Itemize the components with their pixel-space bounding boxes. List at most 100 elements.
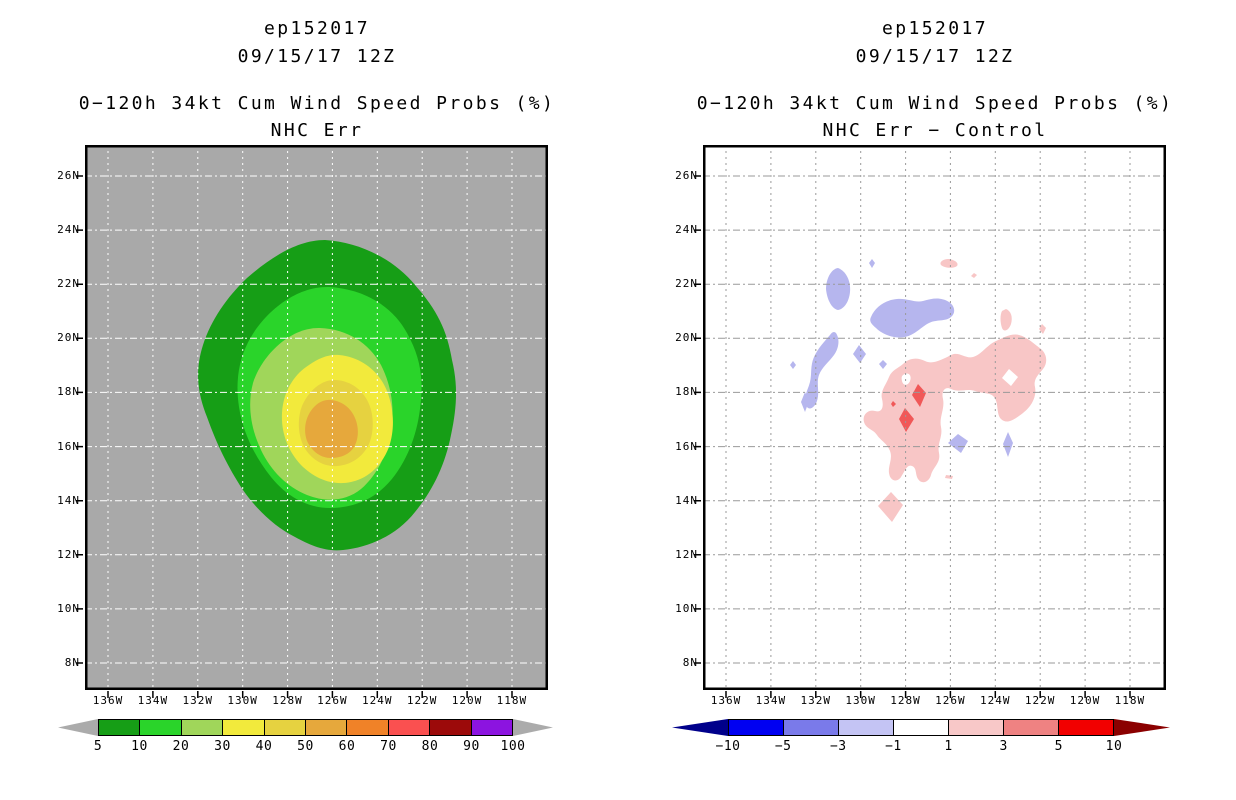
right-positive-blobs — [863, 259, 1047, 522]
lat-tick-label: 8N — [682, 655, 698, 669]
pos-diamond-south — [878, 492, 903, 522]
left-title: 0−120h 34kt Cum Wind Speed Probs (%) — [78, 93, 556, 114]
right-negative-blobs — [790, 259, 1013, 457]
colorbar-segment — [264, 720, 307, 735]
left-axis-ticks-x — [107, 691, 513, 698]
left-colorbar — [98, 719, 513, 736]
colorbar-label: 50 — [297, 739, 314, 754]
colorbar-segment — [388, 720, 431, 735]
lon-tick-label: 122W — [406, 694, 438, 707]
lat-tick-label: 14N — [57, 493, 80, 507]
lat-tick-label: 14N — [675, 493, 698, 507]
lon-tick-label: 128W — [890, 694, 921, 707]
colorbar-label: 30 — [214, 739, 231, 754]
lon-tick-label: 118W — [1114, 694, 1146, 707]
right-colorbar-labels: −10 −5 −3 −1 1 3 5 10 — [710, 739, 1132, 754]
lon-tick-label: 126W — [317, 694, 348, 707]
colorbar-label: 60 — [338, 739, 356, 754]
right-lat-axis-labels: 26N 24N 22N 20N 18N 16N 14N 12N 10N 8N — [658, 167, 698, 672]
lon-tick-label: 122W — [1024, 694, 1056, 707]
colorbar-label: 70 — [380, 739, 397, 754]
colorbar-label: 20 — [172, 739, 190, 754]
colorbar-segment — [894, 720, 949, 735]
pos-hole-west — [901, 373, 911, 385]
right-gridlines — [703, 145, 1166, 690]
right-valid-time: 09/15/17 12Z — [855, 46, 1015, 67]
pos-lens-top — [940, 259, 958, 268]
pos-speck-top — [971, 273, 977, 278]
lon-tick-label: 124W — [980, 694, 1011, 707]
lat-tick-label: 26N — [675, 169, 698, 182]
left-gridlines — [85, 145, 548, 690]
colorbar-label: 5 — [1054, 739, 1063, 754]
colorbar-label: 100 — [500, 739, 526, 754]
neg-blob-band-north-south — [805, 331, 839, 409]
lon-tick-label: 126W — [935, 694, 966, 707]
right-plot-border — [703, 145, 1166, 690]
pos-blob-ne — [1000, 309, 1012, 331]
lon-tick-label: 124W — [362, 694, 393, 707]
left-colorbar-arrow-right — [513, 719, 553, 736]
colorbar-segment — [306, 720, 348, 735]
colorbar-label: −3 — [829, 739, 847, 754]
lon-tick-label: 118W — [496, 694, 528, 707]
lat-tick-label: 10N — [57, 601, 80, 615]
pos-speck-ne — [1039, 324, 1046, 334]
colorbar-segment — [839, 720, 894, 735]
left-subtitle: NHC Err — [270, 120, 364, 141]
left-valid-time: 09/15/17 12Z — [237, 46, 397, 67]
lat-tick-label: 20N — [675, 331, 698, 345]
right-storm-id: ep152017 — [882, 18, 988, 39]
right-axis-ticks-y — [694, 175, 701, 664]
pos-core-speck — [891, 401, 896, 407]
lon-tick-label: 130W — [845, 694, 876, 707]
colorbar-segment — [430, 720, 472, 735]
lon-tick-label: 132W — [800, 694, 831, 707]
lon-tick-label: 132W — [182, 694, 213, 707]
colorbar-segment — [99, 720, 141, 735]
colorbar-segment — [1059, 720, 1113, 735]
colorbar-label: 40 — [255, 739, 273, 754]
lat-tick-label: 22N — [57, 277, 80, 291]
colorbar-label: −5 — [774, 739, 792, 754]
right-colorbar-arrow-left — [672, 719, 728, 736]
neg-diamond-south-2 — [1003, 432, 1013, 457]
lat-tick-label: 12N — [57, 547, 80, 561]
right-subtitle: NHC Err − Control — [822, 120, 1048, 141]
colorbar-segment — [729, 720, 784, 735]
colorbar-label: 5 — [93, 739, 103, 754]
colorbar-label: −1 — [885, 739, 902, 754]
pos-core-diamond-2 — [899, 408, 914, 432]
colorbar-segment — [181, 720, 224, 735]
lon-tick-label: 128W — [272, 694, 303, 707]
left-colorbar-arrow-left — [58, 719, 98, 736]
colorbar-segment — [140, 720, 182, 735]
neg-blob-almond — [826, 268, 851, 310]
right-lon-axis-labels: 136W 134W 132W 130W 128W 126W 124W 122W 120W 118W — [704, 694, 1152, 707]
colorbar-label: 1 — [944, 739, 953, 754]
lon-tick-label: 134W — [755, 694, 787, 707]
lat-tick-label: 22N — [675, 277, 698, 291]
colorbar-segment — [949, 720, 1004, 735]
colorbar-label: 3 — [999, 739, 1008, 754]
neg-diamond-sw — [801, 392, 809, 412]
lat-tick-label: 18N — [675, 385, 698, 399]
lat-tick-label: 12N — [675, 547, 698, 561]
lon-tick-label: 130W — [227, 694, 258, 707]
colorbar-segment — [784, 720, 839, 735]
lat-tick-label: 24N — [675, 223, 698, 237]
left-contour-fills — [198, 240, 457, 551]
colorbar-segment — [347, 720, 389, 735]
left-plot-border — [85, 145, 548, 690]
lat-tick-label: 8N — [64, 655, 80, 669]
lat-tick-label: 26N — [57, 169, 80, 182]
pos-blob-main — [863, 334, 1047, 483]
lat-tick-label: 16N — [675, 439, 698, 453]
lat-tick-label: 20N — [57, 331, 80, 345]
lat-tick-label: 16N — [57, 439, 80, 453]
left-colorbar-labels: 5 10 20 30 40 50 60 70 80 90 100 — [80, 739, 531, 754]
left-axis-ticks-y — [76, 175, 83, 664]
contour-50pct — [305, 399, 358, 458]
lat-tick-label: 24N — [57, 223, 80, 237]
